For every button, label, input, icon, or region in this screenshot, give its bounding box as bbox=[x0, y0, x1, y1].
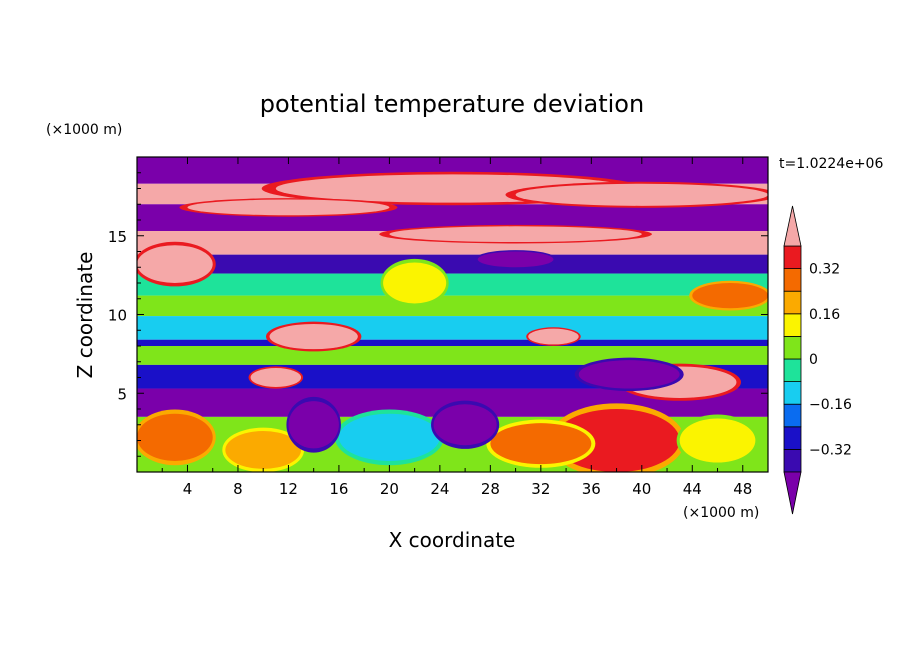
colorbar-tick-label: −0.32 bbox=[809, 442, 852, 458]
y-unit-label: (×1000 m) bbox=[46, 122, 122, 138]
contour-feature bbox=[383, 262, 447, 304]
colorbar-box bbox=[783, 426, 802, 450]
y-tick-label: 10 bbox=[108, 307, 127, 325]
colorbar-bottom-triangle bbox=[783, 471, 802, 515]
contour-feature bbox=[490, 423, 592, 465]
x-tick-label: 12 bbox=[279, 480, 298, 498]
colorbar-box bbox=[783, 268, 802, 292]
x-tick-label: 32 bbox=[531, 480, 550, 498]
colorbar-box bbox=[783, 403, 802, 428]
contour-feature bbox=[389, 226, 642, 243]
contour-feature bbox=[679, 418, 756, 463]
x-tick-label: 48 bbox=[733, 480, 752, 498]
colorbar-box bbox=[783, 358, 802, 383]
contour-feature bbox=[288, 401, 339, 449]
colorbar-box bbox=[783, 448, 802, 473]
contour-feature bbox=[187, 199, 390, 216]
contour-field bbox=[137, 157, 768, 472]
contour-band bbox=[137, 316, 768, 340]
contour-feature bbox=[225, 431, 302, 469]
contour-band bbox=[137, 346, 768, 365]
x-axis-ticks: 4 8 12 16 20 24 28 32 36 40 44 48 bbox=[161, 157, 752, 498]
colorbar-box bbox=[783, 381, 802, 405]
x-tick-label: 44 bbox=[683, 480, 702, 498]
contour-feature bbox=[269, 323, 358, 350]
time-label: t=1.0224e+06 bbox=[779, 156, 883, 172]
contour-feature bbox=[338, 413, 440, 461]
x-tick-label: 16 bbox=[329, 480, 348, 498]
x-tick-label: 20 bbox=[380, 480, 399, 498]
colorbar-box bbox=[783, 313, 802, 337]
contour-feature bbox=[433, 404, 497, 446]
contour-feature bbox=[137, 413, 213, 461]
colorbar-tick-label: 0.16 bbox=[809, 307, 840, 323]
colorbar-tick-label: −0.16 bbox=[809, 397, 852, 413]
colorbar-box bbox=[783, 245, 802, 270]
contour-feature bbox=[137, 245, 213, 283]
contour-feature bbox=[528, 328, 579, 345]
y-axis-label: Z coordinate bbox=[73, 252, 97, 379]
x-tick-label: 24 bbox=[430, 480, 449, 498]
x-tick-label: 36 bbox=[582, 480, 601, 498]
colorbar: 0.32 0.16 0 −0.16 −0.32 bbox=[783, 205, 852, 515]
contour-band bbox=[137, 273, 768, 296]
x-unit-label: (×1000 m) bbox=[683, 505, 759, 521]
contour-band bbox=[137, 295, 768, 317]
colorbar-box bbox=[783, 335, 802, 360]
colorbar-tick-label: 0.32 bbox=[809, 262, 840, 278]
colorbar-box bbox=[783, 290, 802, 315]
y-axis-ticks: 5 10 15 bbox=[108, 172, 768, 457]
contour-band bbox=[137, 339, 768, 346]
y-tick-label: 15 bbox=[108, 228, 127, 246]
y-tick-label: 5 bbox=[117, 385, 127, 403]
x-tick-label: 8 bbox=[233, 480, 243, 498]
x-tick-label: 40 bbox=[632, 480, 651, 498]
contour-band bbox=[137, 254, 768, 274]
contour-feature bbox=[578, 360, 680, 389]
contour-feature bbox=[477, 251, 554, 268]
x-tick-label: 28 bbox=[481, 480, 500, 498]
chart-title: potential temperature deviation bbox=[260, 90, 644, 118]
contour-feature bbox=[515, 183, 768, 206]
x-axis-label: X coordinate bbox=[389, 528, 516, 552]
colorbar-top-triangle bbox=[783, 205, 802, 247]
contour-feature bbox=[250, 368, 302, 387]
x-tick-label: 4 bbox=[183, 480, 193, 498]
contour-feature bbox=[692, 283, 768, 309]
colorbar-tick-label: 0 bbox=[809, 352, 818, 368]
